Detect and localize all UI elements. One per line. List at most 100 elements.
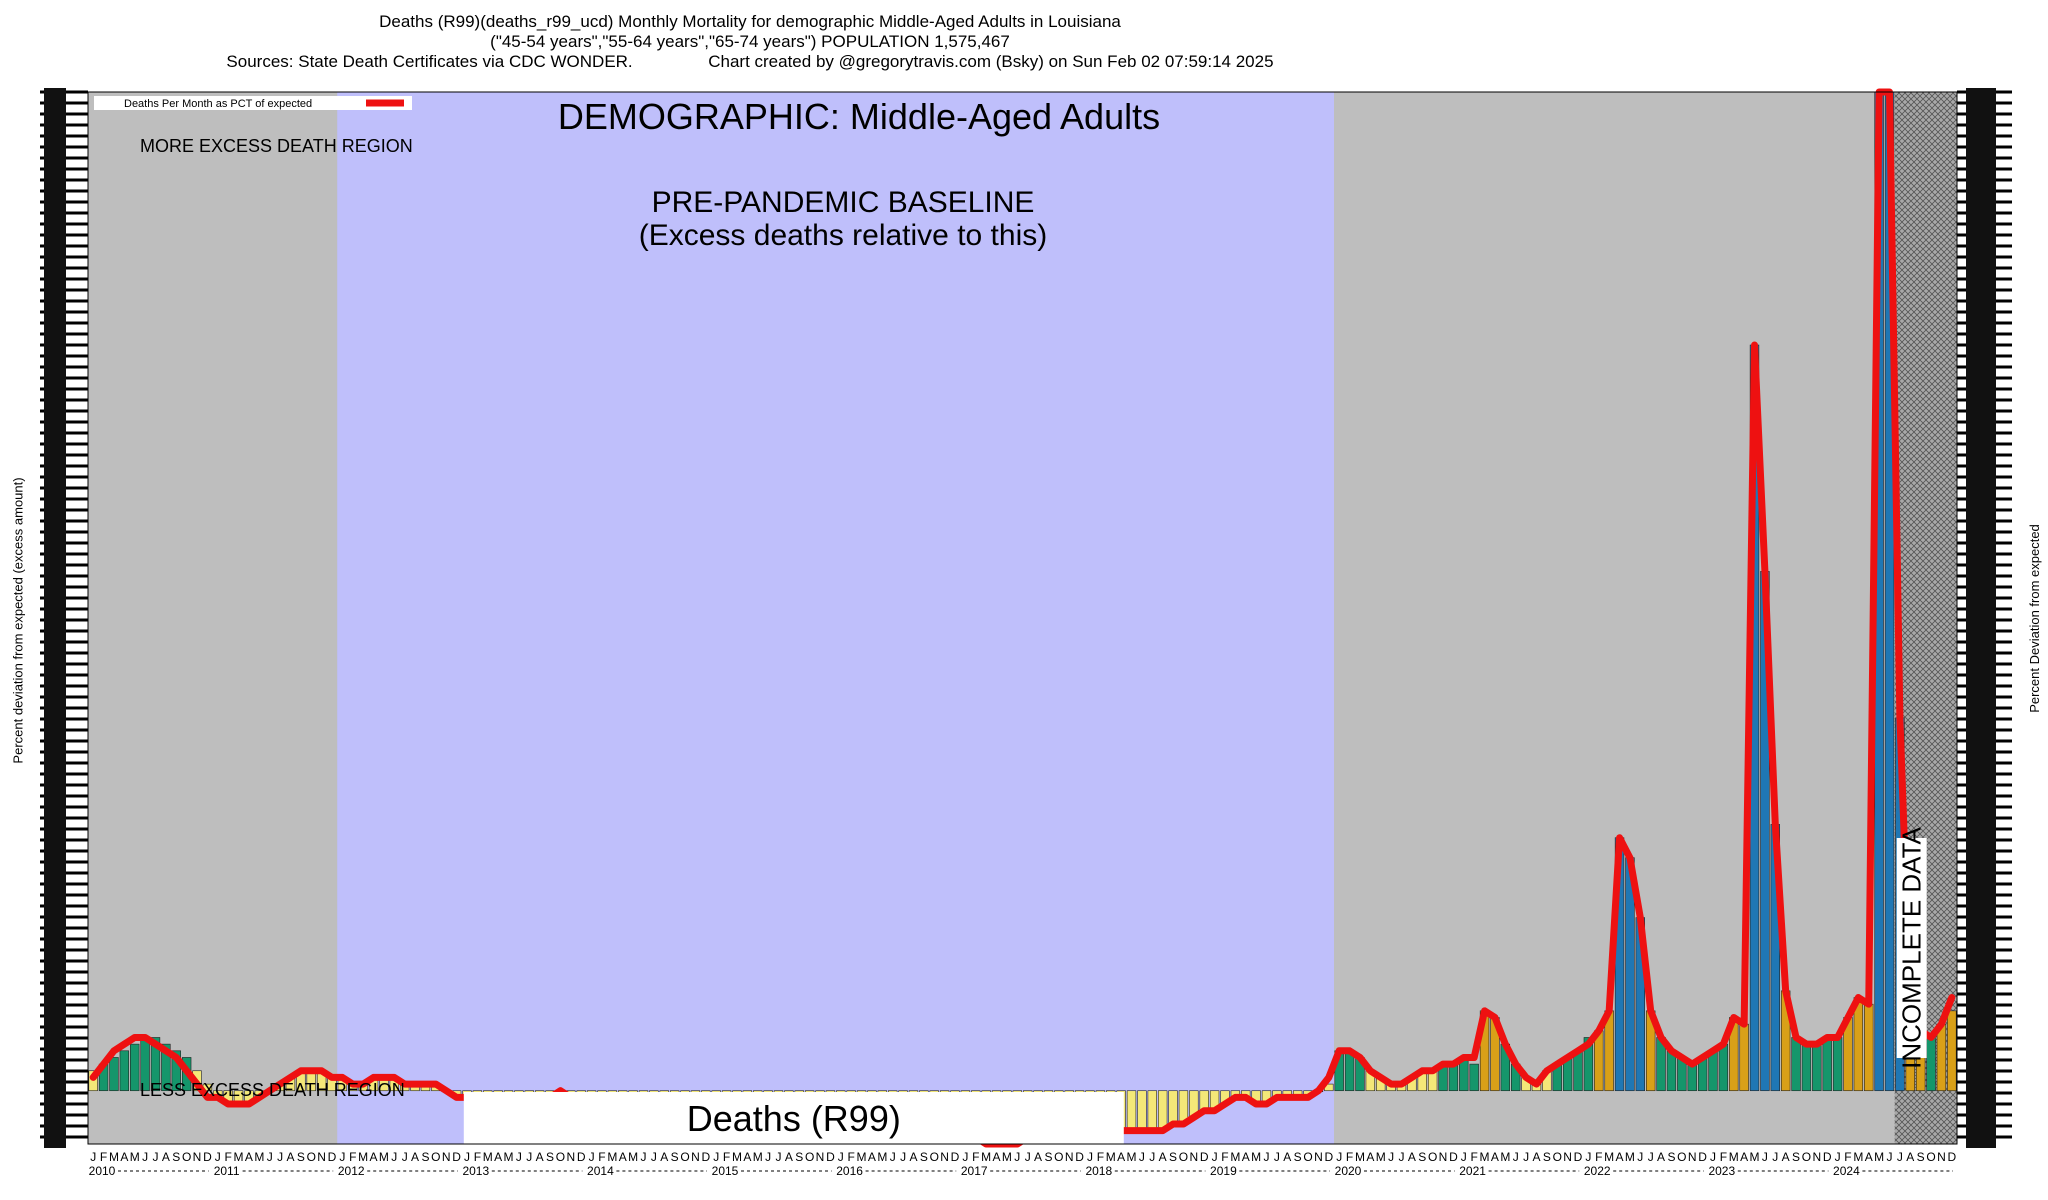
right-axis-labels-overprint bbox=[1966, 88, 1996, 1148]
month-tick-label: A bbox=[1657, 1150, 1665, 1164]
month-tick-label: J bbox=[391, 1150, 397, 1164]
month-tick-label: D bbox=[701, 1150, 710, 1164]
month-tick-label: A bbox=[162, 1150, 170, 1164]
less-excess-region-label: LESS EXCESS DEATH REGION bbox=[140, 1080, 405, 1100]
month-tick-label: F bbox=[1097, 1150, 1104, 1164]
data-bar bbox=[1791, 1037, 1801, 1092]
month-tick-label: S bbox=[297, 1150, 305, 1164]
month-tick-label: J bbox=[516, 1150, 522, 1164]
month-tick-label: D bbox=[1823, 1150, 1832, 1164]
month-tick-label: M bbox=[981, 1150, 991, 1164]
month-tick-label: M bbox=[1002, 1150, 1012, 1164]
chart-title: Deaths (R99)(deaths_r99_ucd) Monthly Mor… bbox=[379, 12, 1121, 31]
data-bar bbox=[161, 1043, 171, 1092]
month-tick-label: J bbox=[1025, 1150, 1031, 1164]
month-tick-label: M bbox=[254, 1150, 264, 1164]
month-tick-label: N bbox=[1688, 1150, 1697, 1164]
month-tick-label: M bbox=[732, 1150, 742, 1164]
month-tick-label: J bbox=[962, 1150, 968, 1164]
data-bar bbox=[1864, 1003, 1874, 1092]
month-tick-label: A bbox=[1242, 1150, 1250, 1164]
year-tick-label: 2022 bbox=[1584, 1164, 1611, 1178]
month-tick-label: F bbox=[349, 1150, 356, 1164]
month-tick-label: J bbox=[1336, 1150, 1342, 1164]
month-tick-label: M bbox=[1376, 1150, 1386, 1164]
month-tick-label: D bbox=[1574, 1150, 1583, 1164]
month-tick-label: F bbox=[723, 1150, 730, 1164]
month-tick-label: A bbox=[494, 1150, 502, 1164]
month-tick-label: N bbox=[317, 1150, 326, 1164]
month-tick-label: A bbox=[1117, 1150, 1125, 1164]
month-tick-label: A bbox=[1616, 1150, 1624, 1164]
data-bar bbox=[1448, 1063, 1459, 1092]
month-tick-label: J bbox=[215, 1150, 221, 1164]
data-bar bbox=[109, 1057, 119, 1092]
month-tick-label: M bbox=[483, 1150, 493, 1164]
month-tick-label: J bbox=[1274, 1150, 1280, 1164]
data-bar bbox=[1812, 1043, 1822, 1092]
month-tick-label: M bbox=[1480, 1150, 1490, 1164]
data-bar bbox=[1739, 1023, 1749, 1092]
more-excess-region-label: MORE EXCESS DEATH REGION bbox=[140, 136, 413, 156]
month-tick-label: S bbox=[546, 1150, 554, 1164]
data-bar bbox=[1936, 1023, 1947, 1092]
month-tick-label: M bbox=[1127, 1150, 1137, 1164]
month-tick-label: N bbox=[1937, 1150, 1946, 1164]
month-tick-label: F bbox=[100, 1150, 107, 1164]
month-tick-label: A bbox=[1865, 1150, 1873, 1164]
month-tick-label: M bbox=[234, 1150, 244, 1164]
month-tick-label: J bbox=[277, 1150, 283, 1164]
month-tick-label: A bbox=[1159, 1150, 1167, 1164]
month-tick-label: S bbox=[1667, 1150, 1675, 1164]
year-tick-label: 2014 bbox=[587, 1164, 614, 1178]
month-tick-label: M bbox=[1853, 1150, 1863, 1164]
month-tick-label: J bbox=[1014, 1150, 1020, 1164]
month-tick-label: M bbox=[1729, 1150, 1739, 1164]
month-tick-label: M bbox=[1230, 1150, 1240, 1164]
month-tick-label: N bbox=[1189, 1150, 1198, 1164]
month-tick-label: M bbox=[358, 1150, 368, 1164]
incomplete-data-label-box bbox=[1896, 838, 1927, 1058]
month-tick-label: M bbox=[1625, 1150, 1635, 1164]
month-tick-label: M bbox=[1106, 1150, 1116, 1164]
data-bar bbox=[1137, 1090, 1147, 1131]
month-tick-label: A bbox=[785, 1150, 793, 1164]
month-tick-label: N bbox=[1563, 1150, 1572, 1164]
data-bar bbox=[1126, 1090, 1137, 1131]
month-tick-label: S bbox=[671, 1150, 679, 1164]
month-tick-label: J bbox=[1212, 1150, 1218, 1164]
month-tick-label: M bbox=[1750, 1150, 1760, 1164]
month-tick-label: N bbox=[1065, 1150, 1074, 1164]
month-tick-label: J bbox=[339, 1150, 345, 1164]
month-tick-label: D bbox=[826, 1150, 835, 1164]
month-tick-label: J bbox=[1461, 1150, 1467, 1164]
data-bar bbox=[1469, 1063, 1479, 1092]
data-bar bbox=[119, 1050, 130, 1092]
month-tick-label: O bbox=[307, 1150, 316, 1164]
month-tick-label: J bbox=[1897, 1150, 1903, 1164]
month-tick-label: J bbox=[890, 1150, 896, 1164]
month-tick-label: M bbox=[628, 1150, 638, 1164]
month-tick-label: M bbox=[1604, 1150, 1614, 1164]
month-tick-label: A bbox=[286, 1150, 294, 1164]
month-tick-label: A bbox=[1283, 1150, 1291, 1164]
month-tick-label: O bbox=[1553, 1150, 1562, 1164]
year-tick-label: 2019 bbox=[1210, 1164, 1237, 1178]
month-tick-label: M bbox=[1874, 1150, 1884, 1164]
month-tick-label: A bbox=[868, 1150, 876, 1164]
month-tick-label: N bbox=[1314, 1150, 1323, 1164]
month-tick-label: O bbox=[805, 1150, 814, 1164]
month-tick-label: J bbox=[589, 1150, 595, 1164]
month-tick-label: O bbox=[1428, 1150, 1437, 1164]
month-tick-label: S bbox=[1294, 1150, 1302, 1164]
year-tick-label: 2024 bbox=[1833, 1164, 1860, 1178]
year-tick-label: 2015 bbox=[712, 1164, 739, 1178]
month-tick-label: A bbox=[619, 1150, 627, 1164]
month-tick-label: A bbox=[1366, 1150, 1374, 1164]
month-tick-label: O bbox=[1054, 1150, 1063, 1164]
month-tick-label: A bbox=[1532, 1150, 1540, 1164]
left-axis-labels-overprint bbox=[44, 88, 66, 1148]
month-tick-label: J bbox=[641, 1150, 647, 1164]
month-tick-label: N bbox=[691, 1150, 700, 1164]
month-tick-label: F bbox=[474, 1150, 481, 1164]
